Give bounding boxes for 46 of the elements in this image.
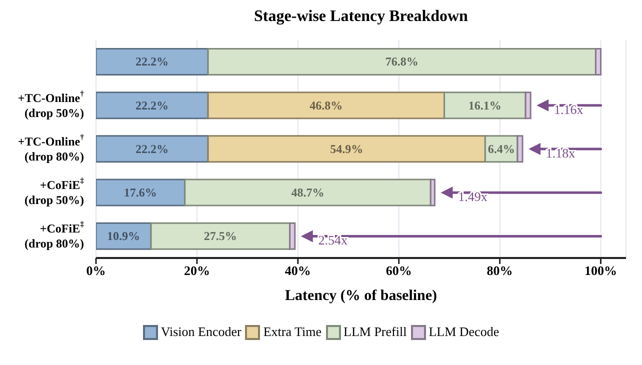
bar (96, 48, 209, 76)
data-label: 48.7% (291, 186, 324, 200)
x-tick-label: 20% (184, 263, 210, 278)
y-tick-label: +CoFiE$^{‡}$ (drop 50%) (24, 176, 84, 208)
bar (184, 178, 432, 206)
bar (594, 48, 602, 76)
bar (207, 92, 446, 120)
bar (207, 48, 596, 76)
data-label: 27.5% (204, 229, 237, 244)
y-tick-label: +TC-Online$^{†}$ (drop 50%) (18, 88, 84, 120)
bar (444, 92, 526, 120)
bar (524, 92, 532, 120)
annotation: 1.18x (546, 146, 576, 160)
bar (96, 178, 186, 206)
bar (516, 135, 524, 163)
chart-title: Stage-wise Latency Breakdown (253, 8, 469, 26)
data-label: 22.2% (136, 98, 169, 112)
bar (96, 92, 209, 120)
x-tick-label: 0% (86, 263, 106, 278)
x-tick-label: 80% (486, 263, 513, 278)
bar (207, 135, 486, 163)
data-label: 76.8% (385, 54, 418, 69)
legend-label: Vision Encoder (160, 324, 242, 340)
data-label: 6.4% (488, 142, 515, 156)
data-label: 46.8% (310, 98, 343, 112)
legend-label: Extra Time (262, 324, 322, 340)
bar (430, 178, 436, 206)
x-axis-title: Latency (% of baseline) (284, 288, 438, 304)
data-label: 22.2% (136, 142, 169, 156)
annotation: 1.49x (458, 189, 488, 204)
legend-label: LLM Decode (428, 324, 500, 340)
data-label: 16.1% (468, 98, 502, 112)
y-tick-label: +CoFiE$^{‡}$ (drop 80%) (24, 220, 84, 251)
annotation: 1.16x (554, 102, 584, 117)
x-tick-label: 40% (284, 263, 311, 278)
legend-label: LLM Prefill (342, 324, 407, 340)
data-label: 10.9% (107, 229, 140, 244)
bar (96, 135, 209, 163)
data-label: 22.2% (136, 54, 169, 69)
bar (289, 222, 296, 250)
bar (150, 222, 291, 250)
data-label: 17.6% (124, 186, 157, 200)
y-tick-label: +TC-Online$^{†}$ (drop 80%) (18, 132, 84, 164)
x-tick-label: 100% (584, 263, 618, 278)
x-tick-label: 60% (386, 263, 412, 278)
data-label: 54.9% (330, 142, 364, 156)
